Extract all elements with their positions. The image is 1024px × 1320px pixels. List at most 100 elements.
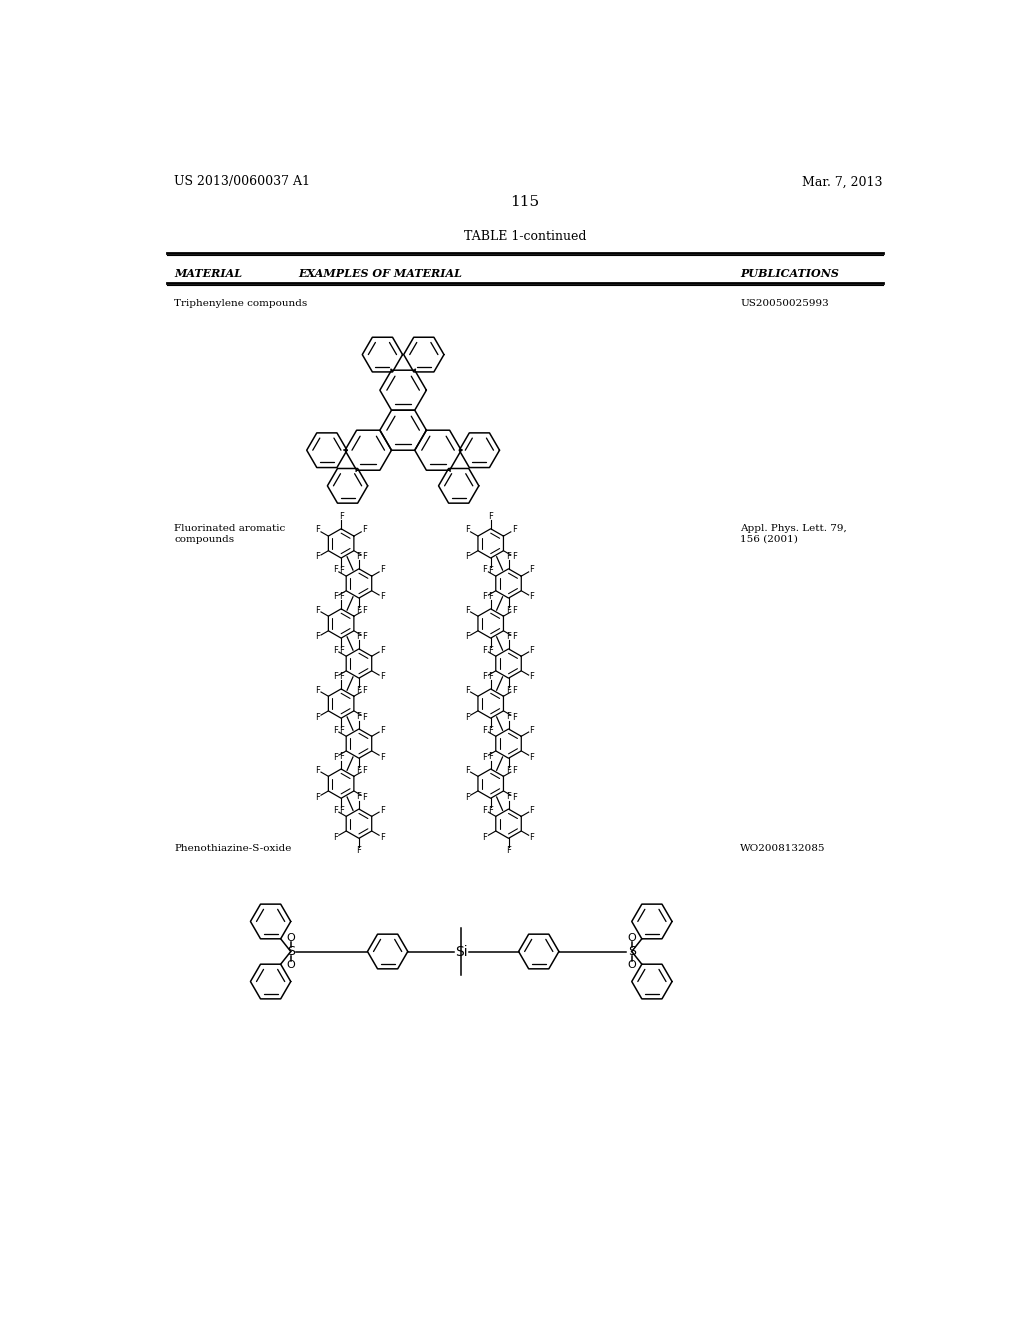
Text: F: F: [512, 792, 517, 801]
Text: F: F: [362, 606, 367, 615]
Text: O: O: [628, 933, 636, 942]
Text: F: F: [506, 632, 511, 642]
Text: O: O: [287, 933, 295, 942]
Text: Appl. Phys. Lett. 79,
156 (2001): Appl. Phys. Lett. 79, 156 (2001): [740, 524, 847, 544]
Text: F: F: [512, 713, 517, 722]
Text: EXAMPLES OF MATERIAL: EXAMPLES OF MATERIAL: [299, 268, 463, 279]
Text: F: F: [315, 552, 321, 561]
Text: F: F: [315, 525, 321, 535]
Text: F: F: [482, 565, 487, 574]
Text: Triphenylene compounds: Triphenylene compounds: [174, 298, 308, 308]
Text: S: S: [628, 945, 636, 958]
Text: F: F: [380, 726, 385, 735]
Text: F: F: [482, 593, 487, 602]
Text: F: F: [333, 805, 338, 814]
Text: F: F: [380, 645, 385, 655]
Text: F: F: [333, 565, 338, 574]
Text: O: O: [287, 961, 295, 970]
Text: F: F: [529, 593, 535, 602]
Text: F: F: [356, 792, 361, 801]
Text: F: F: [488, 593, 494, 601]
Text: F: F: [315, 606, 321, 615]
Text: F: F: [315, 792, 321, 801]
Text: F: F: [333, 752, 338, 762]
Text: F: F: [339, 672, 344, 681]
Text: F: F: [488, 726, 494, 735]
Text: F: F: [333, 833, 338, 842]
Text: F: F: [512, 552, 517, 561]
Text: WO2008132085: WO2008132085: [740, 843, 825, 853]
Text: F: F: [465, 713, 470, 722]
Text: F: F: [488, 512, 494, 521]
Text: F: F: [380, 593, 385, 602]
Text: F: F: [482, 726, 487, 735]
Text: F: F: [529, 833, 535, 842]
Text: F: F: [529, 805, 535, 814]
Text: F: F: [333, 726, 338, 735]
Text: F: F: [339, 593, 344, 601]
Text: F: F: [488, 752, 494, 762]
Text: US 2013/0060037 A1: US 2013/0060037 A1: [174, 176, 310, 189]
Text: F: F: [506, 846, 511, 855]
Text: F: F: [356, 552, 361, 561]
Text: F: F: [529, 672, 535, 681]
Text: F: F: [529, 752, 535, 762]
Text: F: F: [339, 566, 344, 574]
Text: F: F: [465, 606, 470, 615]
Text: F: F: [333, 645, 338, 655]
Text: F: F: [465, 552, 470, 561]
Text: Fluorinated aromatic
compounds: Fluorinated aromatic compounds: [174, 524, 286, 544]
Text: F: F: [506, 606, 511, 615]
Text: F: F: [339, 807, 344, 814]
Text: F: F: [506, 766, 511, 775]
Text: F: F: [529, 645, 535, 655]
Text: F: F: [356, 606, 361, 615]
Text: F: F: [362, 685, 367, 694]
Text: F: F: [506, 686, 511, 694]
Text: S: S: [287, 945, 295, 958]
Text: F: F: [512, 766, 517, 775]
Text: F: F: [362, 632, 367, 642]
Text: O: O: [628, 961, 636, 970]
Text: F: F: [482, 805, 487, 814]
Text: F: F: [488, 807, 494, 814]
Text: F: F: [380, 752, 385, 762]
Text: F: F: [315, 766, 321, 775]
Text: F: F: [339, 752, 344, 762]
Text: F: F: [482, 833, 487, 842]
Text: F: F: [506, 552, 511, 561]
Text: F: F: [362, 713, 367, 722]
Text: F: F: [315, 632, 321, 642]
Text: F: F: [482, 645, 487, 655]
Text: F: F: [512, 525, 517, 535]
Text: F: F: [339, 512, 344, 521]
Text: F: F: [356, 766, 361, 775]
Text: F: F: [315, 713, 321, 722]
Text: Si: Si: [455, 945, 468, 958]
Text: US20050025993: US20050025993: [740, 298, 829, 308]
Text: F: F: [488, 566, 494, 574]
Text: F: F: [356, 686, 361, 694]
Text: F: F: [333, 672, 338, 681]
Text: F: F: [339, 726, 344, 735]
Text: F: F: [465, 766, 470, 775]
Text: F: F: [356, 713, 361, 721]
Text: F: F: [482, 752, 487, 762]
Text: F: F: [356, 846, 361, 855]
Text: F: F: [356, 632, 361, 642]
Text: F: F: [380, 833, 385, 842]
Text: F: F: [315, 685, 321, 694]
Text: F: F: [488, 672, 494, 681]
Text: MATERIAL: MATERIAL: [174, 268, 243, 279]
Text: F: F: [465, 792, 470, 801]
Text: F: F: [506, 792, 511, 801]
Text: 115: 115: [510, 195, 540, 210]
Text: F: F: [512, 632, 517, 642]
Text: F: F: [362, 525, 367, 535]
Text: F: F: [362, 552, 367, 561]
Text: F: F: [333, 593, 338, 602]
Text: F: F: [529, 565, 535, 574]
Text: F: F: [362, 766, 367, 775]
Text: F: F: [506, 713, 511, 721]
Text: PUBLICATIONS: PUBLICATIONS: [740, 268, 839, 279]
